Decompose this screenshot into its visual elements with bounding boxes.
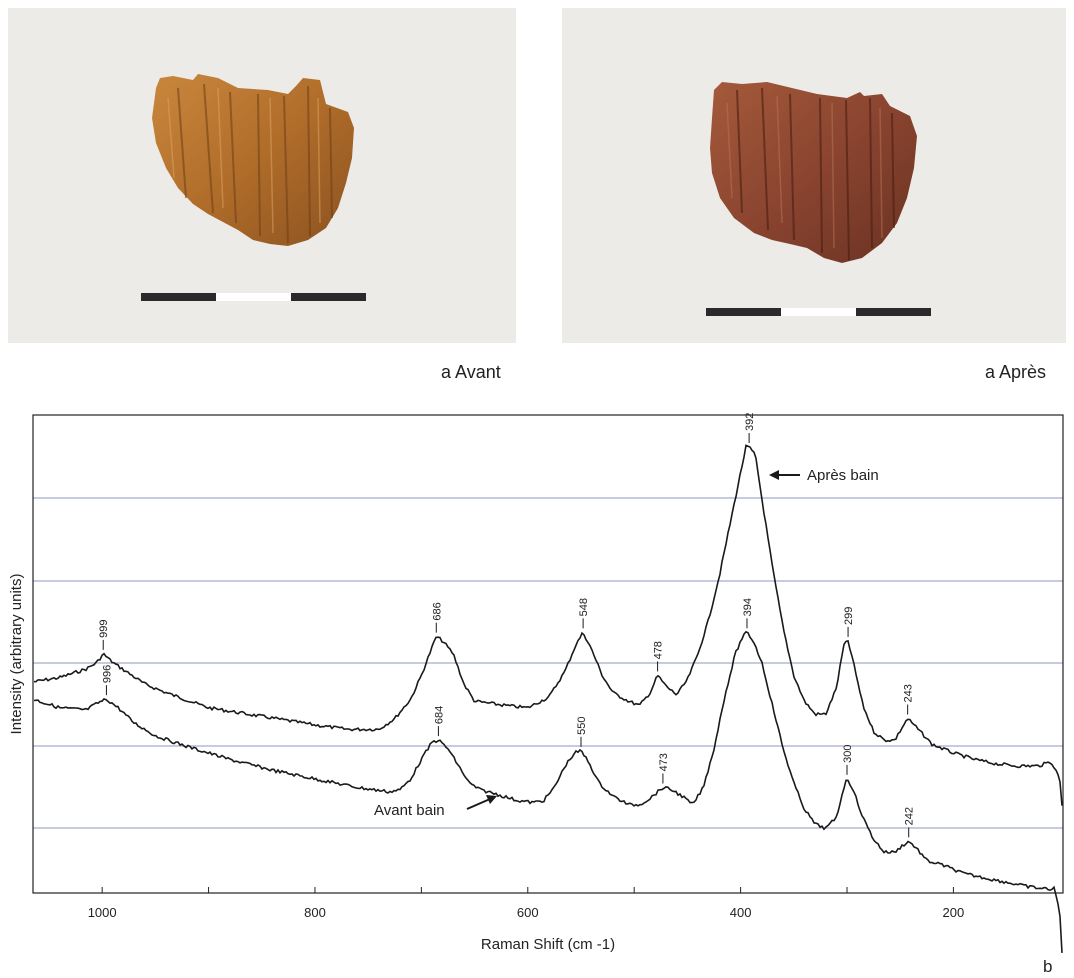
x-axis: 1000 800 600 400 200 [88, 887, 965, 920]
photo-apres [562, 8, 1066, 343]
series-apres-bain [33, 444, 1063, 806]
scale-segment [706, 308, 781, 316]
peak-label: 996 [101, 665, 113, 683]
scale-bar [141, 293, 366, 301]
specimen-apres-image [710, 82, 917, 263]
peak-labels: 999 686 548 478 392 299 243 996 684 550 473 394 300 2… [98, 413, 916, 838]
x-tick-label: 600 [517, 905, 539, 920]
annotation-arrow [466, 798, 491, 810]
caption-apres: a Après [985, 362, 1047, 382]
x-tick-label: 200 [943, 905, 965, 920]
caption-avant: a Avant [441, 362, 501, 382]
scale-segment [141, 293, 216, 301]
annotation-avant-bain: Avant bain [374, 802, 445, 819]
annotation-arrowhead [769, 470, 779, 480]
peak-label: 478 [653, 641, 665, 659]
photo-avant [8, 8, 516, 343]
x-axis-title: Raman Shift (cm -1) [481, 936, 615, 953]
series-layer [33, 444, 1063, 953]
scale-segment [856, 308, 931, 316]
peak-label: 242 [904, 807, 916, 825]
scale-bar [706, 308, 931, 316]
annotations: Après bain Avant bain [374, 467, 879, 819]
scale-segment [216, 293, 291, 301]
panel-letter: b [1043, 957, 1053, 976]
peak-label: 473 [658, 753, 670, 771]
peak-label: 300 [842, 745, 854, 763]
peak-label: 686 [431, 602, 443, 620]
peak-label: 243 [903, 684, 915, 702]
peak-label: 999 [98, 620, 110, 638]
peak-label: 548 [578, 598, 590, 616]
scale-segment [781, 308, 856, 316]
peak-label: 392 [744, 413, 756, 431]
scale-segment [291, 293, 366, 301]
peak-label: 550 [576, 716, 588, 734]
specimen-avant-image [152, 74, 354, 246]
peak-label: 394 [742, 598, 754, 616]
series-avant-bain [33, 630, 1063, 953]
x-tick-label: 1000 [88, 905, 117, 920]
annotation-arrowhead [486, 795, 497, 804]
peak-label: 684 [433, 706, 445, 724]
peak-label: 299 [843, 607, 855, 625]
annotation-apres-bain: Après bain [807, 467, 879, 484]
x-tick-label: 800 [304, 905, 326, 920]
grid-lines [33, 497, 1063, 829]
x-tick-label: 400 [730, 905, 752, 920]
plot-frame [32, 414, 1064, 894]
y-axis-title: Intensity (arbitrary units) [8, 574, 25, 735]
